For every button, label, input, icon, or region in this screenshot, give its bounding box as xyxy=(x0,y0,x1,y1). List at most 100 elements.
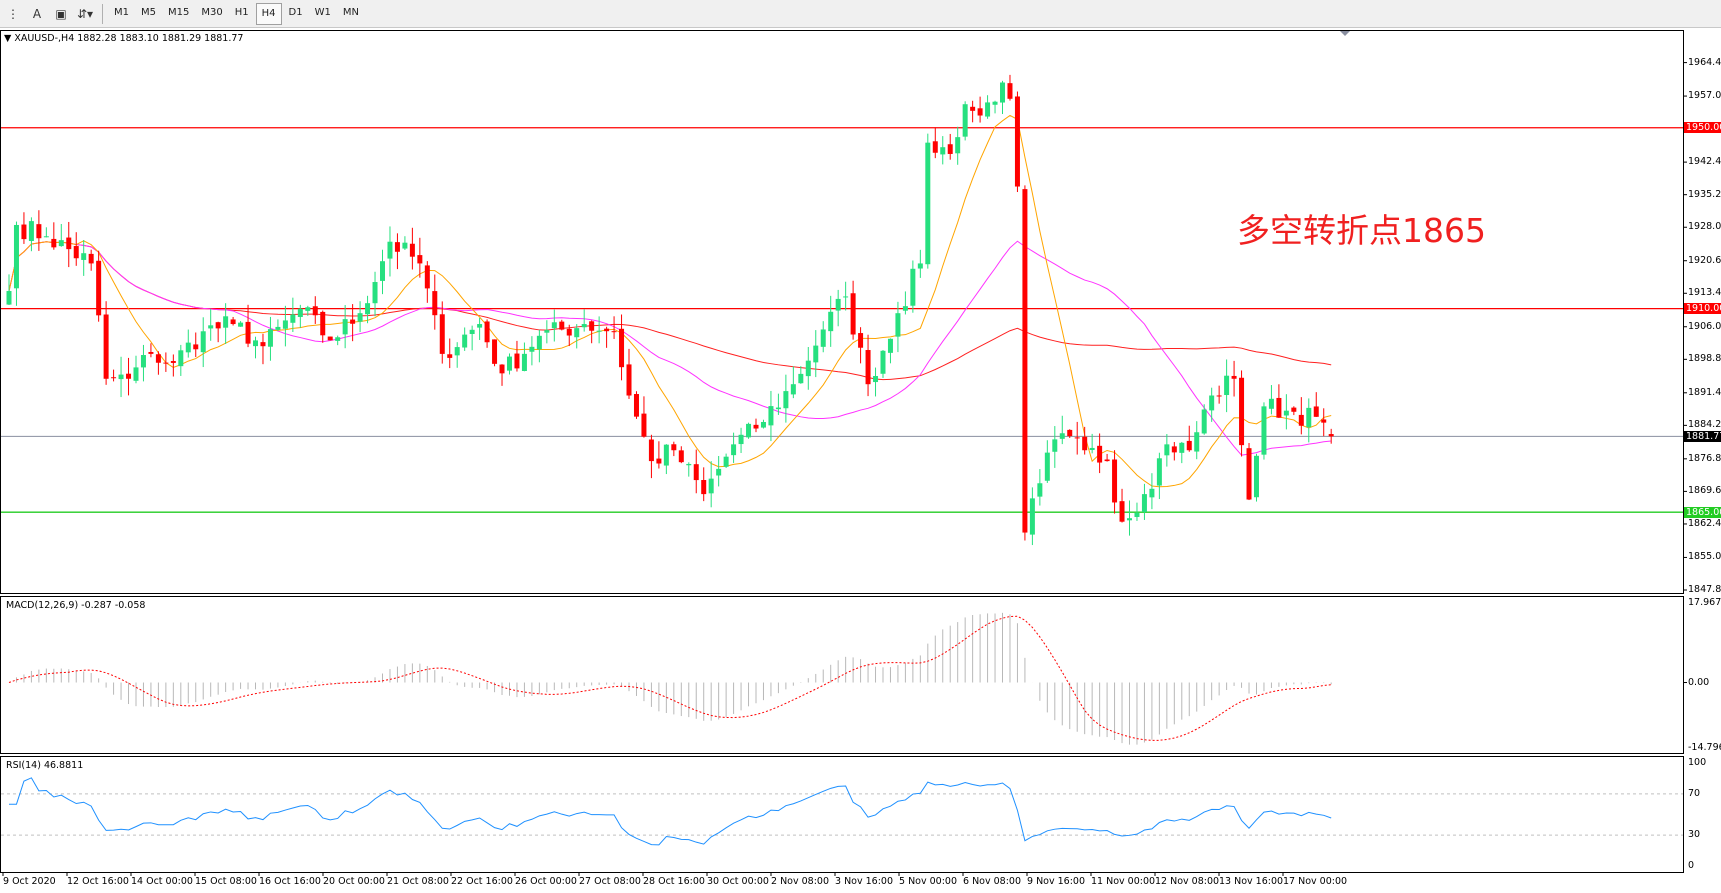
level-tag-1865.00: 1865.00 xyxy=(1684,506,1721,518)
candle-bull xyxy=(43,236,49,238)
candle-bull xyxy=(1037,483,1043,497)
time-label: 26 Oct 00:00 xyxy=(515,876,577,887)
candle-bear xyxy=(327,336,333,341)
candle-bull xyxy=(1149,488,1155,498)
timeframe-m5[interactable]: M5 xyxy=(141,7,156,18)
arrows-icon[interactable]: ⇵▾ xyxy=(76,6,94,21)
candle-bear xyxy=(103,314,109,379)
candle-bull xyxy=(58,240,64,247)
candle-bull xyxy=(775,407,781,410)
candle-bull xyxy=(469,329,475,335)
candle-bull xyxy=(708,478,714,494)
time-label: 27 Oct 08:00 xyxy=(579,876,641,887)
candle-bull xyxy=(305,307,311,311)
candle-bull xyxy=(663,444,669,466)
candle-bull xyxy=(760,421,766,428)
candle-bull xyxy=(200,331,206,353)
candle-bear xyxy=(394,242,400,252)
candle-bear xyxy=(417,255,423,264)
timeframe-m15[interactable]: M15 xyxy=(168,7,190,18)
candle-bear xyxy=(245,321,251,344)
candle-bull xyxy=(1224,375,1230,396)
candle-bull xyxy=(238,322,244,327)
candle-bear xyxy=(1082,436,1088,451)
candle-bull xyxy=(223,316,229,328)
macd-zero-label: 0.00 xyxy=(1688,677,1710,688)
candle-bear xyxy=(1298,414,1304,426)
candle-bull xyxy=(253,340,259,347)
candle-bear xyxy=(230,319,236,325)
rsi-tick-label: 100 xyxy=(1688,757,1707,768)
candle-bull xyxy=(185,342,191,353)
collapse-triangle-icon[interactable]: ▼ xyxy=(4,33,12,44)
candle-bull xyxy=(477,324,483,328)
candle-bull xyxy=(790,384,796,395)
candle-bear xyxy=(193,344,199,350)
candle-bull xyxy=(843,296,849,298)
timeframe-bar: M1 M5 M15 M30 H1 H4 D1 W1 MN xyxy=(109,2,366,25)
candle-bear xyxy=(111,377,117,379)
timeframe-d1[interactable]: D1 xyxy=(288,7,303,18)
candle-bear xyxy=(1246,448,1252,500)
candle-bull xyxy=(1029,498,1035,535)
candle-bear xyxy=(566,328,572,336)
price-tick-label: 1957.00 xyxy=(1688,90,1721,102)
candle-bull xyxy=(529,346,535,352)
candle-bull xyxy=(873,375,879,383)
chart-title: ▼ XAUUSD-,H4 1882.28 1883.10 1881.29 188… xyxy=(4,33,243,44)
timeframe-m30[interactable]: M30 xyxy=(201,7,223,18)
text-a-icon[interactable]: A xyxy=(32,6,42,21)
time-label: 15 Oct 08:00 xyxy=(195,876,257,887)
candle-bear xyxy=(1119,501,1125,522)
price-tick-label: 1935.20 xyxy=(1688,188,1721,200)
candle-bull xyxy=(454,347,460,356)
candle-bear xyxy=(850,293,856,335)
candle-bull xyxy=(506,356,512,371)
candle-bull xyxy=(290,314,296,323)
candle-bull xyxy=(902,306,908,311)
candle-bull xyxy=(574,328,580,338)
price-tick-label: 1862.40 xyxy=(1688,517,1721,529)
chart-shift-marker-icon xyxy=(1340,31,1350,36)
candle-bull xyxy=(342,319,348,335)
timeframe-m1[interactable]: M1 xyxy=(114,7,129,18)
candle-bear xyxy=(1014,96,1020,187)
timeframe-h4[interactable]: H4 xyxy=(255,2,282,25)
candle-bear xyxy=(51,238,57,248)
price-tick-label: 1906.00 xyxy=(1688,320,1721,332)
chart-title-text: XAUUSD-,H4 1882.28 1883.10 1881.29 1881.… xyxy=(14,33,244,44)
candle-bear xyxy=(693,464,699,481)
candle-bull xyxy=(1194,432,1200,452)
grid-f-icon[interactable]: ⋮ xyxy=(7,6,19,21)
level-tag-1910.00: 1910.00 xyxy=(1684,303,1721,315)
candle-bull xyxy=(1000,82,1006,103)
candle-bull xyxy=(387,241,393,259)
candle-bull xyxy=(581,324,587,328)
candle-bull xyxy=(686,463,692,466)
time-label: 6 Nov 08:00 xyxy=(963,876,1022,887)
candle-bear xyxy=(73,246,79,259)
text-label-icon[interactable]: ▣ xyxy=(55,6,67,21)
candle-bull xyxy=(380,261,385,281)
candle-bear xyxy=(678,450,684,463)
candle-bear xyxy=(409,243,415,257)
timeframe-mn[interactable]: MN xyxy=(342,7,359,18)
candle-bull xyxy=(940,147,946,155)
level-tag-1950.00: 1950.00 xyxy=(1684,122,1721,134)
time-label: 14 Oct 00:00 xyxy=(131,876,193,887)
candle-bear xyxy=(96,260,102,316)
candle-bull xyxy=(282,320,288,329)
candle-bear xyxy=(432,291,438,316)
candle-bear xyxy=(947,144,953,154)
candle-bear xyxy=(439,314,445,354)
candle-bear xyxy=(21,224,27,240)
timeframe-w1[interactable]: W1 xyxy=(314,7,331,18)
candle-bear xyxy=(1112,459,1118,503)
candle-bull xyxy=(551,322,557,329)
candle-bear xyxy=(1321,419,1327,423)
candle-bear xyxy=(484,321,490,343)
price-chart-panel xyxy=(0,30,1684,594)
timeframe-h1[interactable]: H1 xyxy=(234,7,249,18)
candle-bear xyxy=(970,106,976,111)
